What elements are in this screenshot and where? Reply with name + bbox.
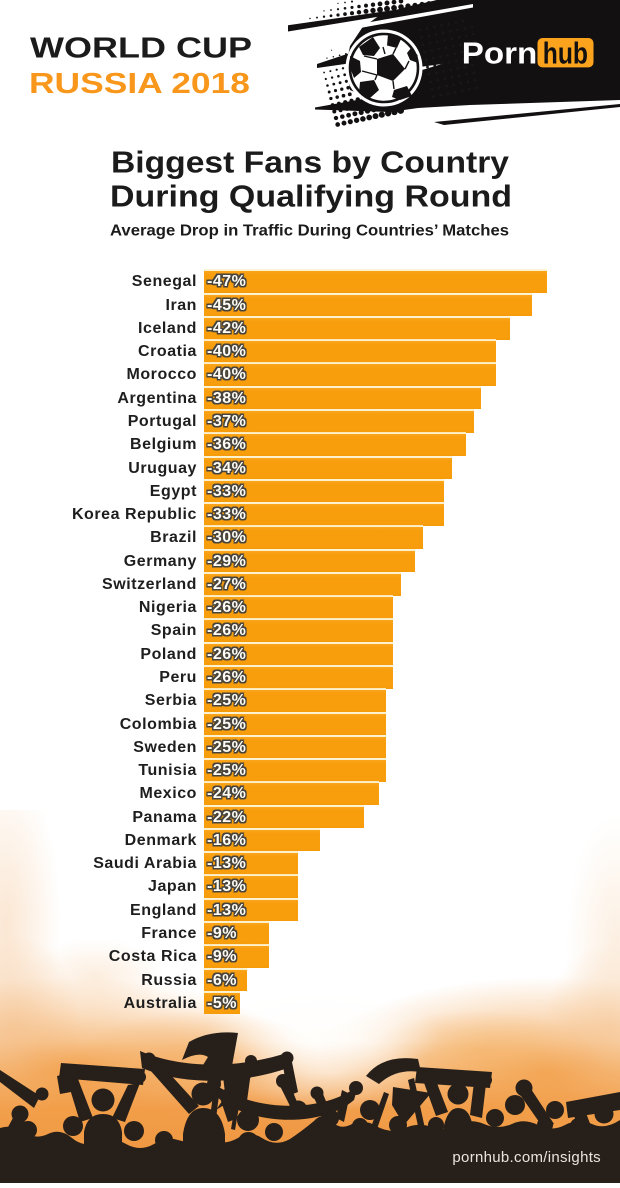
svg-text:Porn: Porn — [462, 36, 538, 70]
svg-text:WORLD CUP: WORLD CUP — [30, 33, 252, 65]
svg-text:During Qualifying Round: During Qualifying Round — [110, 180, 512, 214]
svg-text:Biggest Fans by Country: Biggest Fans by Country — [111, 146, 509, 180]
svg-text:RUSSIA 2018: RUSSIA 2018 — [29, 68, 250, 100]
svg-text:hub: hub — [543, 36, 588, 70]
svg-text:Average Drop in Traffic During: Average Drop in Traffic During Countries… — [110, 223, 509, 240]
